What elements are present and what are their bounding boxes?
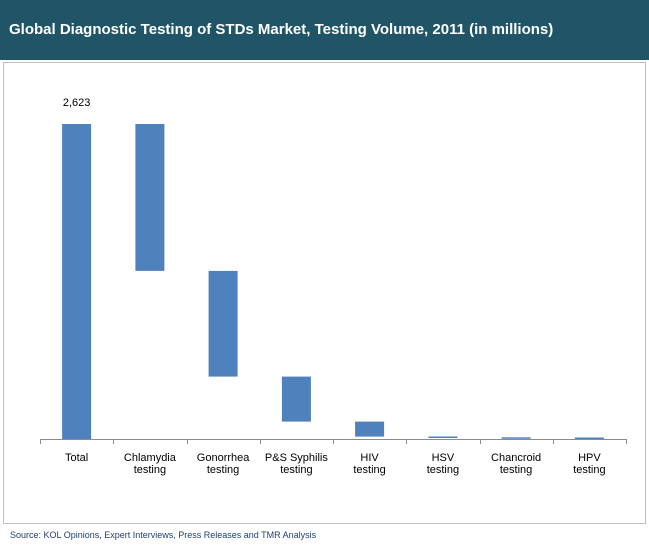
bar-6 [501,437,531,439]
x-tick-label: P&S Syphilis testing [265,452,328,476]
bar-4 [355,421,385,437]
x-tick-label: Chancroid testing [491,452,541,476]
chart-title: Global Diagnostic Testing of STDs Market… [9,21,554,38]
x-tick-label: Total [65,452,88,464]
source-note: Source: KOL Opinions, Expert Interviews,… [10,530,317,540]
x-tick-label: HPV testing [573,452,605,476]
waterfall-chart: Total Chlamydia testing Gonorrhea testing P&S… [40,97,627,476]
bar-0 [62,124,92,439]
data-label: 2,623 [63,97,91,109]
chart-frame: Total Chlamydia testing Gonorrhea testing P&S… [3,62,646,524]
x-tick-label: HIV testing [353,452,385,476]
bar-3 [281,376,311,422]
x-tick-label: Chlamydia testing [124,452,177,476]
bar-1 [135,124,165,271]
x-tick-label: Gonorrhea testing [197,452,250,476]
bar-5 [428,436,458,438]
x-tick-label: HSV testing [427,452,459,476]
bar-7 [574,437,604,439]
bar-2 [208,270,238,377]
chart-title-bar: Global Diagnostic Testing of STDs Market… [0,0,649,60]
